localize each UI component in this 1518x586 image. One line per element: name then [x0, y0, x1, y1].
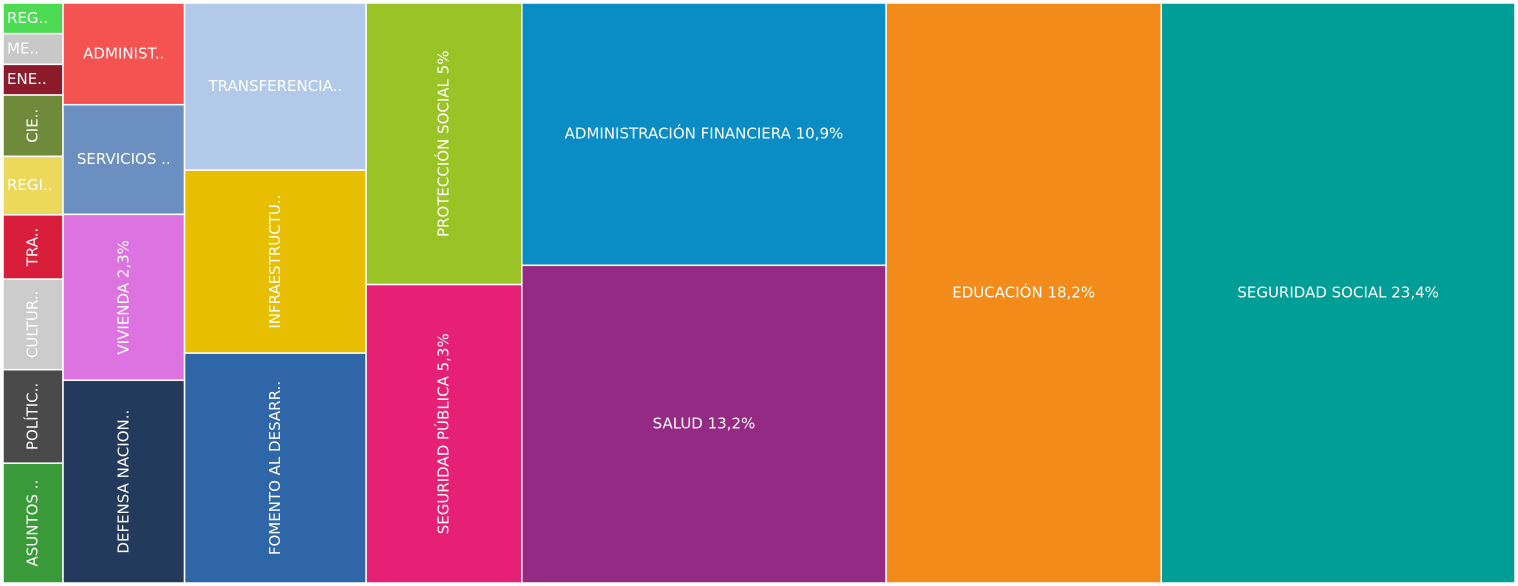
tile	[365, 283, 523, 584]
tile	[2, 2, 64, 35]
tile-label: REG..	[7, 9, 48, 27]
tile	[183, 2, 367, 171]
tile-label: SEGURIDAD PÚBLICA 5,3%	[433, 333, 452, 534]
tile-label: ME..	[7, 40, 39, 58]
tile	[183, 169, 367, 354]
tile-label: CIE..	[24, 109, 42, 143]
tile	[885, 2, 1163, 584]
tile-label: DEFENSA NACION..	[114, 410, 132, 554]
tile-label: PROTECCIÓN SOCIAL 5%	[433, 51, 452, 238]
tile-label: FOMENTO AL DESARR..	[266, 381, 284, 555]
tile-label: CULTUR..	[24, 291, 42, 358]
tile-label: EDUCACIÓN 18,2%	[952, 283, 1095, 302]
tile	[521, 264, 887, 584]
tile-label: TRA..	[24, 228, 42, 268]
tile	[2, 462, 64, 584]
tile	[183, 352, 367, 584]
tile-label: POLÍTIC..	[23, 383, 42, 450]
tile	[521, 2, 887, 267]
tile-label: REGI..	[7, 176, 52, 194]
tile-label: SEGURIDAD SOCIAL 23,4%	[1237, 284, 1439, 302]
tile-label: ADMINISTRACIÓN FINANCIERA 10,9%	[565, 124, 844, 143]
tile-label: ADMINIST..	[83, 44, 164, 62]
tile	[62, 2, 186, 106]
tile	[365, 2, 523, 286]
tile-label: ASUNTOS ..	[24, 480, 42, 567]
tile	[1160, 2, 1516, 584]
tile-label: TRANSFERENCIA..	[208, 77, 343, 95]
tile	[62, 379, 186, 584]
tile-label: INFRAESTRUCTU..	[266, 195, 284, 329]
tile-label: VIVIENDA 2,3%	[114, 240, 132, 355]
tile-label: SERVICIOS ..	[77, 150, 171, 168]
tile-label: ENE..	[7, 70, 47, 88]
tile-label: SALUD 13,2%	[653, 415, 756, 433]
tile	[2, 214, 64, 280]
tile	[62, 213, 186, 382]
tile	[2, 368, 64, 464]
